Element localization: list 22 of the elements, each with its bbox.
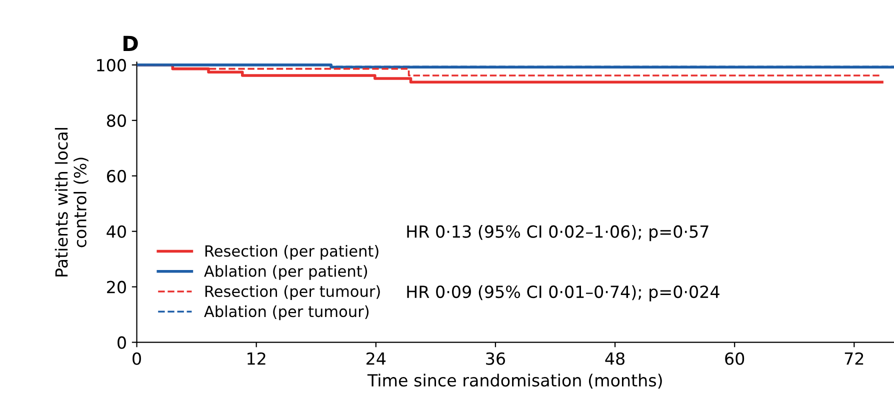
y-axis-title: Patients with local control (%) xyxy=(54,128,88,276)
legend-label: Resection (per tumour) xyxy=(205,285,380,300)
y-tick-label: 20 xyxy=(107,280,126,294)
x-tick-label: 36 xyxy=(486,352,506,365)
x-axis-title: Time since randomisation (months) xyxy=(367,374,662,389)
y-tick-label: 100 xyxy=(97,58,126,72)
chart-title: D xyxy=(124,36,138,52)
y-tick-label: 0 xyxy=(118,336,126,349)
legend-label: Resection (per patient) xyxy=(205,244,378,260)
x-tick-label: 12 xyxy=(248,352,266,365)
x-tick-label: 48 xyxy=(605,352,624,365)
x-tick-label: 0 xyxy=(132,352,141,365)
annotation: HR 0·13 (95% CI 0·02–1·06); p=0·57 xyxy=(407,225,708,242)
x-tick-label: 24 xyxy=(366,352,386,365)
y-tick-label: 40 xyxy=(106,225,126,238)
y-tick-label: 60 xyxy=(107,170,126,182)
legend-label: Ablation (per patient) xyxy=(204,265,368,280)
x-tick-label: 72 xyxy=(844,352,864,365)
y-tick-label: 80 xyxy=(106,114,126,127)
x-tick-label: 60 xyxy=(725,352,744,365)
annotation: HR 0·09 (95% CI 0·01–0·74); p=0·024 xyxy=(407,285,720,302)
legend-label: Ablation (per tumour) xyxy=(204,305,369,320)
